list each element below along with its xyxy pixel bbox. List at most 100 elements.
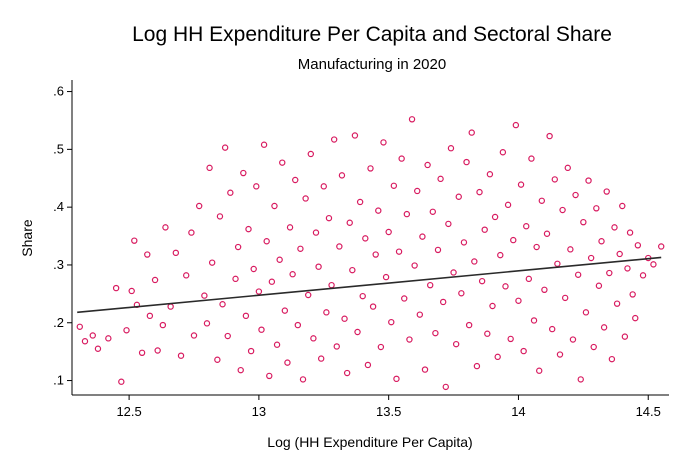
scatter-point: [419, 233, 426, 240]
scatter-point: [427, 281, 434, 289]
scatter-point: [424, 161, 431, 169]
scatter-point: [268, 278, 276, 285]
scatter-point: [354, 328, 361, 336]
scatter-point: [258, 326, 265, 333]
scatter-point: [242, 312, 250, 320]
scatter-point: [528, 155, 535, 162]
scatter-point: [388, 318, 395, 326]
scatter-point: [595, 282, 603, 289]
scatter-point: [434, 246, 442, 254]
scatter-point: [234, 243, 242, 251]
scatter-point: [216, 213, 224, 220]
scatter-point: [263, 238, 270, 245]
scatter-point: [367, 165, 374, 172]
scatter-point: [574, 271, 582, 278]
scatter-point: [362, 235, 369, 242]
scatter-point: [89, 332, 96, 339]
scatter-point: [458, 290, 465, 297]
scatter-point: [634, 242, 642, 249]
scatter-point: [343, 369, 351, 377]
scatter-point: [572, 191, 579, 199]
scatter-point: [276, 256, 283, 263]
scatter-point: [626, 229, 634, 236]
scatter-point: [299, 376, 307, 383]
scatter-point: [380, 139, 387, 146]
scatter-point: [515, 297, 522, 304]
scatter-point: [546, 132, 553, 140]
scatter-point: [81, 338, 89, 345]
scatter-point: [450, 269, 457, 276]
scatter-point: [406, 336, 413, 343]
scatter-point: [144, 251, 151, 258]
scatter-point: [476, 188, 483, 196]
scatter-point: [561, 294, 569, 302]
scatter-point: [437, 175, 444, 183]
scatter-point: [551, 176, 558, 183]
scatter-point: [414, 187, 421, 195]
y-axis-ticks: .1 .2 .3 .4 .5 .6: [53, 84, 72, 388]
scatter-point: [302, 195, 309, 202]
scatter-point: [271, 202, 278, 210]
y-axis-title: Share: [19, 219, 35, 257]
scatter-point: [538, 197, 546, 204]
scatter-point: [580, 218, 587, 226]
scatter-point: [554, 260, 561, 267]
scatter-point: [468, 129, 475, 136]
scatter-point: [351, 132, 359, 139]
scatter-point: [279, 159, 286, 166]
scatter-point: [603, 188, 610, 195]
scatter-point: [600, 324, 608, 331]
scatter-point: [619, 202, 626, 210]
scatter-point: [312, 229, 320, 236]
scatter-point: [154, 347, 161, 354]
scatter-point: [281, 307, 289, 314]
scatter-point: [297, 245, 304, 252]
scatter-point: [206, 164, 213, 172]
scatter-point: [465, 321, 473, 329]
scatter-point: [214, 356, 221, 363]
scatter-point: [273, 341, 281, 348]
scatter-point: [138, 349, 146, 357]
scatter-point: [338, 172, 346, 179]
scatter-point: [393, 375, 400, 383]
scatter-point: [650, 261, 657, 268]
scatter-point: [359, 292, 366, 300]
scatter-point: [250, 265, 257, 273]
scatter-point: [372, 251, 379, 258]
scatter-point: [305, 291, 312, 299]
scatter-point: [328, 281, 335, 289]
y-tick-label: .1: [53, 373, 64, 388]
scatter-point: [593, 205, 600, 212]
scatter-point: [240, 169, 247, 177]
scatter-point: [395, 248, 403, 255]
scatter-point: [632, 314, 639, 322]
fitted-line: [77, 256, 662, 314]
x-tick-label: 13: [252, 404, 266, 419]
scatter-point: [445, 220, 452, 228]
scatter-point: [294, 321, 302, 329]
scatter-point: [333, 343, 340, 350]
scatter-point: [382, 273, 390, 281]
scatter-point: [118, 378, 125, 385]
scatter-point: [517, 181, 525, 188]
scatter-point: [499, 149, 507, 156]
scatter-point: [401, 295, 408, 302]
scatter-point: [613, 300, 621, 307]
scatter-point: [336, 243, 343, 250]
y-tick-label: .3: [53, 257, 64, 272]
scatter-point: [162, 224, 169, 231]
scatter-point: [408, 116, 416, 123]
scatter-point: [286, 224, 294, 231]
scatter-point: [486, 171, 494, 178]
x-tick-label: 12.5: [116, 404, 141, 419]
scatter-point: [611, 224, 618, 231]
scatter-point: [320, 183, 327, 190]
scatter-point: [356, 198, 364, 206]
scatter-point: [292, 176, 299, 184]
scatter-point: [621, 333, 629, 340]
scatter-point: [131, 237, 138, 244]
scatter-point: [76, 323, 83, 330]
scatter-point: [346, 219, 353, 226]
scatter-point: [232, 275, 239, 283]
scatter-point: [224, 332, 231, 340]
